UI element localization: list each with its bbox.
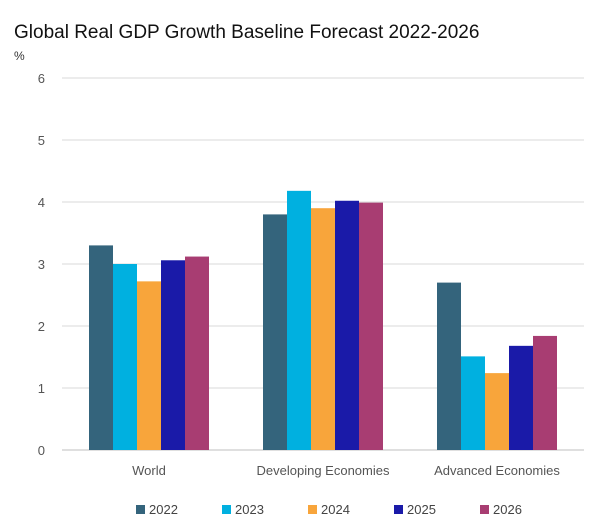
bar-2022-advanced-economies — [437, 282, 461, 450]
bar-2026-developing-economies — [359, 202, 383, 450]
chart-title: Global Real GDP Growth Baseline Forecast… — [14, 22, 480, 43]
x-category-label: World — [132, 463, 166, 478]
y-axis-ticks: 0 1 2 3 4 5 6 — [38, 71, 45, 458]
legend-swatch-2026 — [480, 505, 489, 514]
bar-2025-advanced-economies — [509, 345, 533, 450]
legend-swatch-2023 — [222, 505, 231, 514]
bars — [89, 190, 557, 450]
bar-2024-advanced-economies — [485, 373, 509, 450]
legend-label-2025: 2025 — [407, 502, 436, 517]
y-tick-label: 6 — [38, 71, 45, 86]
bar-2025-developing-economies — [335, 200, 359, 450]
legend-label-2022: 2022 — [149, 502, 178, 517]
bar-2026-advanced-economies — [533, 335, 557, 450]
y-tick-label: 3 — [38, 257, 45, 272]
bar-2022-world — [89, 245, 113, 450]
y-axis-unit-label: % — [14, 49, 25, 63]
y-tick-label: 2 — [38, 319, 45, 334]
bar-2025-world — [161, 260, 185, 450]
y-tick-label: 5 — [38, 133, 45, 148]
bar-2024-world — [137, 281, 161, 450]
y-tick-label: 4 — [38, 195, 45, 210]
bar-2023-world — [113, 264, 137, 450]
y-tick-label: 1 — [38, 381, 45, 396]
legend-label-2023: 2023 — [235, 502, 264, 517]
legend-label-2024: 2024 — [321, 502, 350, 517]
bar-2022-developing-economies — [263, 214, 287, 450]
legend-label-2026: 2026 — [493, 502, 522, 517]
y-tick-label: 0 — [38, 443, 45, 458]
bar-2023-advanced-economies — [461, 356, 485, 450]
legend-swatch-2025 — [394, 505, 403, 514]
x-category-label: Advanced Economies — [434, 463, 560, 478]
bar-2024-developing-economies — [311, 208, 335, 450]
x-category-label: Developing Economies — [257, 463, 390, 478]
bar-2026-world — [185, 256, 209, 450]
legend-swatch-2024 — [308, 505, 317, 514]
legend-swatch-2022 — [136, 505, 145, 514]
x-axis-categories: World Developing Economies Advanced Econom… — [132, 463, 560, 478]
legend: 2022 2023 2024 2025 2026 — [136, 502, 522, 517]
bar-2023-developing-economies — [287, 190, 311, 450]
